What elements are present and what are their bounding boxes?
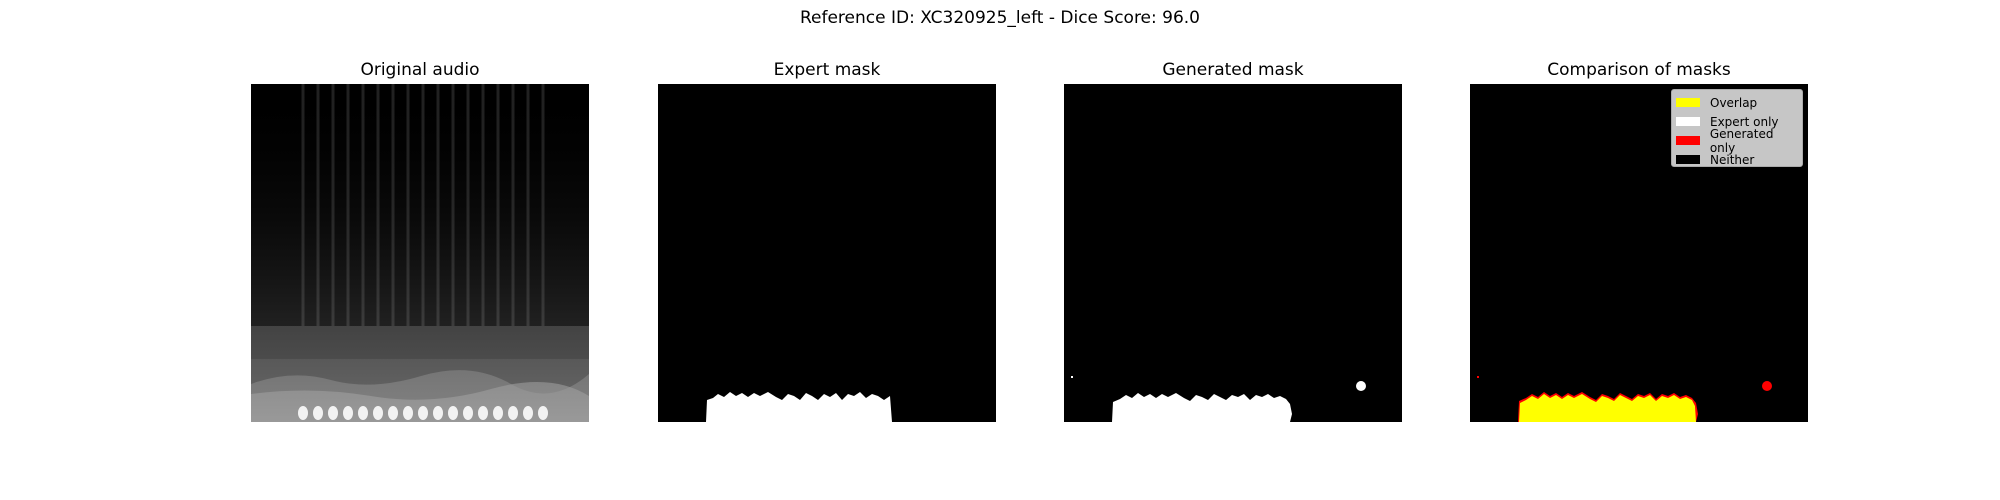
legend-swatch-neither: [1676, 155, 1700, 164]
legend-swatch-expert-only: [1676, 117, 1700, 126]
expert-mask-shape: [706, 392, 892, 422]
mask-legend: Overlap Expert only Generated only Neith…: [1671, 89, 1803, 167]
legend-item-expert-only: Expert only: [1676, 112, 1802, 131]
original-audio-spectrogram: [251, 84, 589, 422]
syllable-blob: [418, 406, 428, 420]
syllable-blob: [448, 406, 458, 420]
generated-mask-shape: [1071, 376, 1366, 422]
figure-suptitle: Reference ID: XC320925_left - Dice Score…: [799, 8, 1200, 28]
legend-item-neither: Neither: [1676, 150, 1802, 169]
expert-mask-image: [658, 84, 996, 422]
syllable-blob: [433, 406, 443, 420]
syllable-blob: [328, 406, 338, 420]
legend-label-expert-only: Expert only: [1710, 114, 1779, 129]
legend-label-neither: Neither: [1710, 152, 1755, 167]
syllable-blob: [298, 406, 308, 420]
panel-title-expert-mask: Expert mask: [773, 60, 881, 80]
syllable-blob: [508, 406, 518, 420]
legend-label-generated-only: Generated only: [1709, 126, 1774, 155]
syllable-blob: [403, 406, 413, 420]
syllable-blob: [343, 406, 353, 420]
spectrogram-image: [251, 84, 589, 422]
syllable-blob: [463, 406, 473, 420]
legend-item-overlap: Overlap: [1676, 93, 1802, 112]
syllable-blob: [493, 406, 503, 420]
comparison-mask-image: Overlap Expert only Generated only Neith…: [1470, 84, 1808, 422]
syllable-blob: [388, 406, 398, 420]
legend-swatch-generated-only: [1676, 136, 1700, 145]
panel-title-comparison-of-masks: Comparison of masks: [1547, 60, 1731, 80]
comparison-mask-shape: [1477, 376, 1772, 422]
panel-title-generated-mask: Generated mask: [1162, 60, 1304, 80]
syllable-blob: [523, 406, 533, 420]
panel-title-original-audio: Original audio: [360, 60, 480, 80]
legend-label-overlap: Overlap: [1710, 95, 1758, 110]
syllable-blob: [478, 406, 488, 420]
syllable-blob: [358, 406, 368, 420]
syllable-blob: [313, 406, 323, 420]
legend-swatch-overlap: [1676, 98, 1700, 107]
syllable-blob: [373, 406, 383, 420]
syllable-blob: [538, 406, 548, 420]
generated-mask-image: [1064, 84, 1402, 422]
legend-item-generated-only: Generated only: [1676, 127, 1802, 155]
